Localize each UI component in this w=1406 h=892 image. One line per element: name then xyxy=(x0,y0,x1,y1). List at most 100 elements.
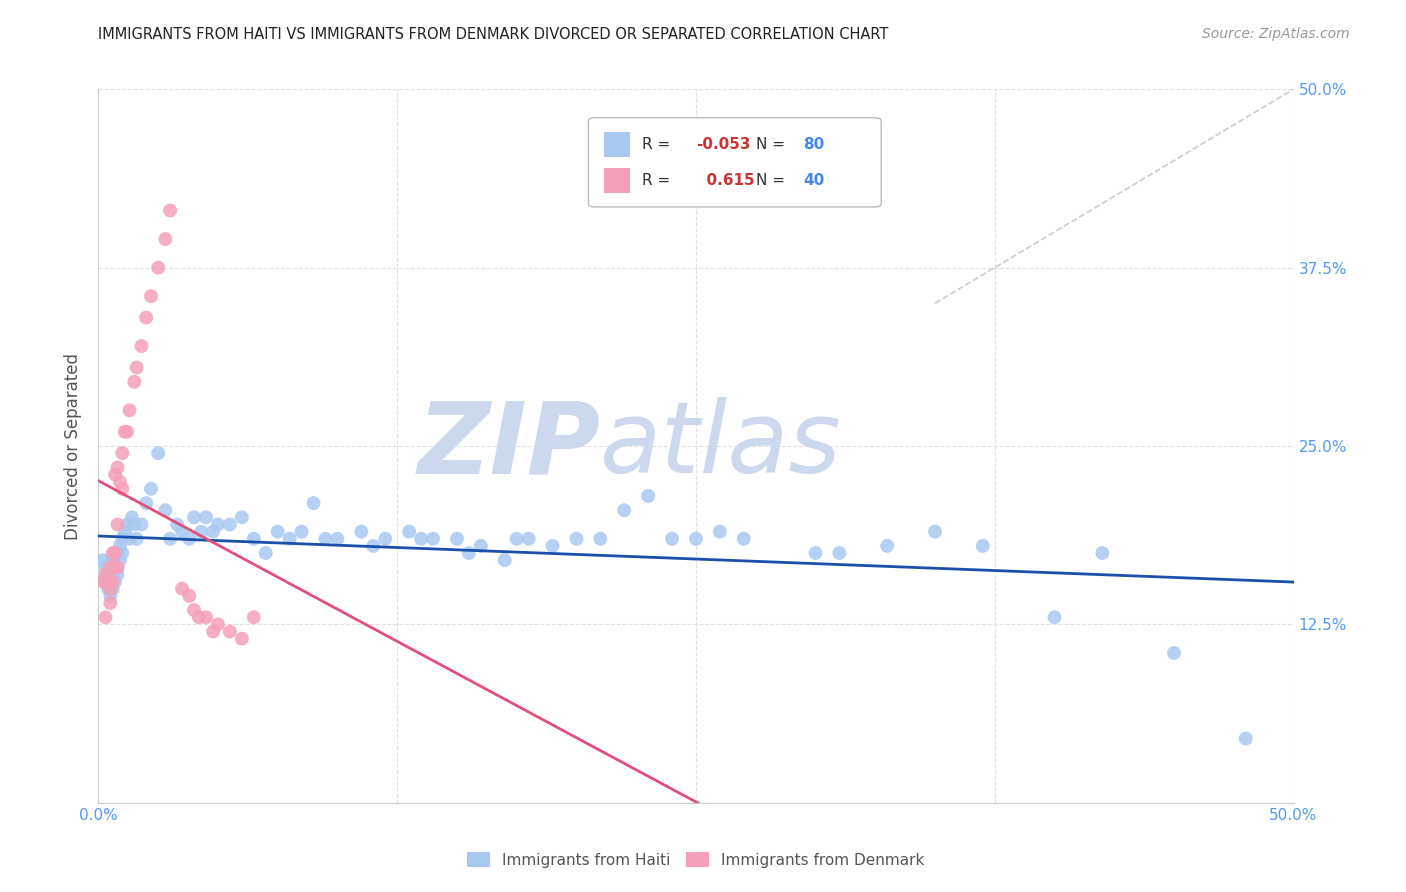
Point xyxy=(194,510,218,524)
Point xyxy=(111,546,134,560)
Point xyxy=(139,289,162,303)
Point xyxy=(104,546,127,560)
Point xyxy=(187,610,209,624)
Point xyxy=(115,425,138,439)
Point xyxy=(172,582,194,596)
Point xyxy=(1234,731,1257,746)
Point xyxy=(94,560,117,574)
Point xyxy=(363,539,385,553)
Point xyxy=(398,524,420,539)
Point xyxy=(101,574,124,589)
Point xyxy=(148,446,170,460)
Point xyxy=(97,567,120,582)
Point xyxy=(94,574,117,589)
Point xyxy=(278,532,301,546)
Point xyxy=(231,510,253,524)
Text: N =: N = xyxy=(756,173,790,188)
Point xyxy=(101,582,124,596)
Point xyxy=(541,539,564,553)
Point xyxy=(231,632,253,646)
Point xyxy=(202,624,225,639)
Point xyxy=(302,496,325,510)
Point xyxy=(107,460,129,475)
Point xyxy=(121,510,143,524)
Point xyxy=(804,546,827,560)
Point xyxy=(207,517,229,532)
Point xyxy=(267,524,290,539)
Point xyxy=(506,532,529,546)
Point xyxy=(159,203,181,218)
Point xyxy=(374,532,396,546)
Point xyxy=(179,589,201,603)
Point xyxy=(155,503,177,517)
Point xyxy=(114,425,136,439)
Point xyxy=(94,567,117,582)
Point xyxy=(94,610,117,624)
Text: R =: R = xyxy=(643,173,675,188)
Point xyxy=(107,546,129,560)
Text: Source: ZipAtlas.com: Source: ZipAtlas.com xyxy=(1202,27,1350,41)
Point xyxy=(124,375,146,389)
Point xyxy=(111,446,134,460)
Point xyxy=(98,582,122,596)
Point xyxy=(98,560,122,574)
Point xyxy=(108,539,131,553)
Point xyxy=(107,517,129,532)
Point xyxy=(114,524,136,539)
Point xyxy=(108,475,131,489)
Point xyxy=(172,524,194,539)
Point xyxy=(1043,610,1066,624)
Point xyxy=(589,532,612,546)
Text: 0.615: 0.615 xyxy=(696,173,755,188)
Legend: Immigrants from Haiti, Immigrants from Denmark: Immigrants from Haiti, Immigrants from D… xyxy=(461,846,931,873)
Point xyxy=(139,482,162,496)
Point xyxy=(101,553,124,567)
Point xyxy=(166,517,188,532)
Point xyxy=(1091,546,1114,560)
Point xyxy=(131,517,153,532)
Point xyxy=(98,560,122,574)
Text: atlas: atlas xyxy=(600,398,842,494)
Point xyxy=(1163,646,1185,660)
Point xyxy=(101,546,124,560)
Point xyxy=(97,582,120,596)
Point xyxy=(104,574,127,589)
Point xyxy=(91,553,114,567)
Point xyxy=(131,339,153,353)
Point xyxy=(190,524,212,539)
Point xyxy=(637,489,659,503)
Point xyxy=(315,532,337,546)
Point xyxy=(207,617,229,632)
Text: 80: 80 xyxy=(804,137,825,153)
Point xyxy=(517,532,540,546)
Point xyxy=(470,539,492,553)
Point xyxy=(446,532,468,546)
Text: R =: R = xyxy=(643,137,675,153)
FancyBboxPatch shape xyxy=(605,132,630,157)
Point xyxy=(125,532,148,546)
Point xyxy=(124,517,146,532)
Point xyxy=(111,482,134,496)
Point xyxy=(159,532,181,546)
Point xyxy=(183,510,205,524)
Point xyxy=(828,546,851,560)
Text: 40: 40 xyxy=(804,173,825,188)
Point xyxy=(91,574,114,589)
Point xyxy=(98,589,122,603)
Point xyxy=(291,524,314,539)
Point xyxy=(422,532,444,546)
Point xyxy=(202,524,225,539)
Point xyxy=(179,532,201,546)
Point xyxy=(458,546,481,560)
Point xyxy=(243,532,266,546)
Point xyxy=(685,532,707,546)
Point xyxy=(104,560,127,574)
Point xyxy=(565,532,588,546)
Point xyxy=(183,603,205,617)
Point xyxy=(118,403,141,417)
Point xyxy=(98,596,122,610)
Point xyxy=(107,560,129,574)
Text: N =: N = xyxy=(756,137,790,153)
Point xyxy=(101,567,124,582)
Point xyxy=(135,496,157,510)
